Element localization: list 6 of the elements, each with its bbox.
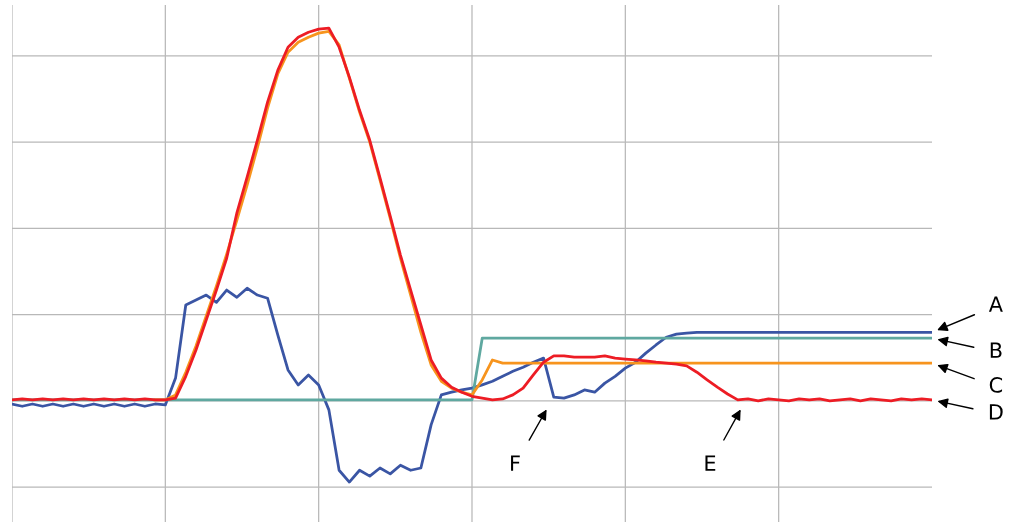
text: C [989, 377, 1003, 393]
text: D [989, 404, 1003, 420]
text: B [990, 342, 1002, 358]
text: A [988, 296, 1003, 312]
annotation: E [705, 455, 716, 471]
annotation: F [511, 455, 520, 471]
